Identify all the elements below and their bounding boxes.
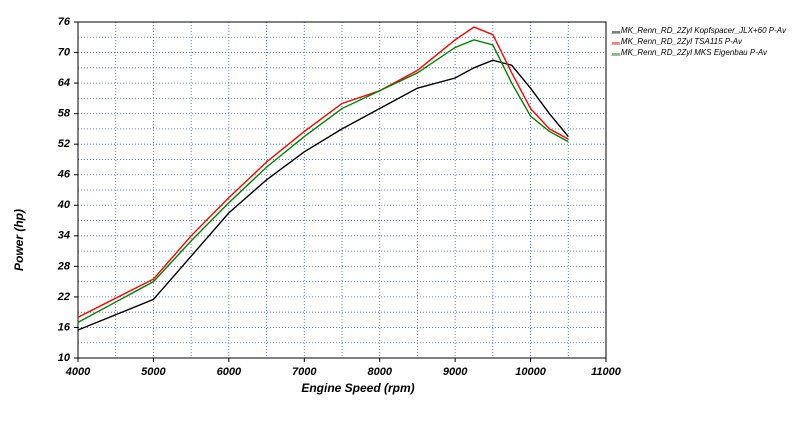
legend-label: __MK_Renn_RD_2Zyl TSA115 P-Av [611, 37, 743, 46]
y-tick-label: 46 [57, 169, 71, 181]
x-tick-label: 8000 [367, 366, 392, 378]
y-tick-label: 22 [57, 291, 70, 303]
series-line [77, 26, 569, 318]
y-tick-label: 64 [58, 77, 70, 89]
y-tick-label: 28 [57, 260, 71, 272]
y-axis-label: Power (hp) [12, 209, 26, 271]
y-tick-label: 10 [58, 352, 71, 364]
x-tick-label: 9000 [443, 366, 468, 378]
y-tick-label: 34 [58, 230, 70, 242]
x-tick-label: 10000 [515, 366, 546, 378]
y-tick-label: 40 [57, 199, 71, 211]
legend-label: __MK_Renn_RD_2Zyl Kopfspacer_JLX+60 P-Av [611, 26, 787, 35]
x-tick-label: 11000 [591, 366, 622, 378]
x-tick-label: 7000 [292, 366, 317, 378]
legend-label: __MK_Renn_RD_2Zyl MKS Eigenbau P-Av [611, 48, 768, 57]
y-tick-label: 70 [58, 46, 71, 58]
x-axis-label: Engine Speed (rpm) [301, 381, 414, 395]
y-tick-label: 58 [58, 108, 71, 120]
y-tick-label: 76 [58, 16, 71, 28]
y-tick-label: 16 [58, 321, 71, 333]
x-tick-label: 4000 [65, 366, 91, 378]
x-tick-label: 5000 [141, 366, 166, 378]
y-tick-label: 52 [58, 138, 70, 150]
series-line [77, 59, 569, 331]
x-tick-label: 6000 [217, 366, 242, 378]
series-line [77, 39, 569, 323]
plot-frame [77, 21, 607, 359]
